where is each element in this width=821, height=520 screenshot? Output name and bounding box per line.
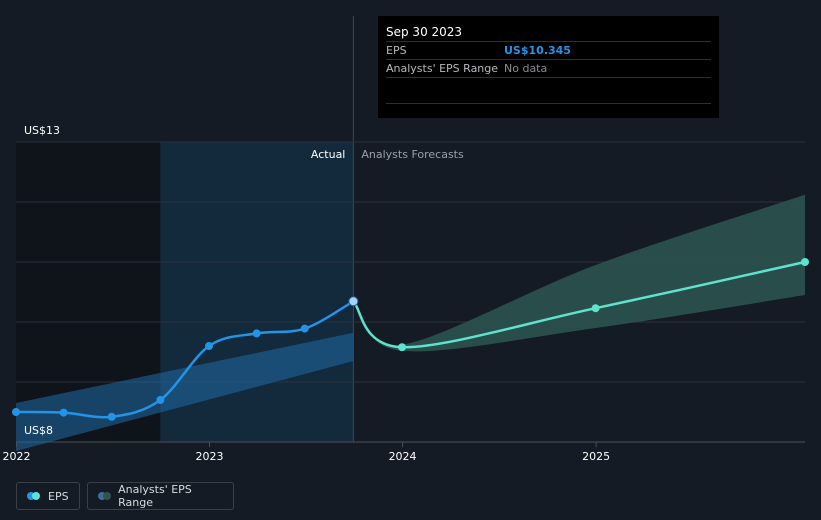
tooltip-range-row: Analysts' EPS Range No data bbox=[386, 59, 711, 77]
legend-range-label: Analysts' EPS Range bbox=[118, 483, 192, 509]
eps-point bbox=[205, 342, 214, 350]
tooltip-range-label: Analysts' EPS Range bbox=[386, 62, 499, 75]
x-tick-label: 2024 bbox=[389, 450, 417, 463]
eps-point bbox=[156, 396, 165, 404]
forecast-point bbox=[591, 304, 600, 313]
tooltip-range-value: No data bbox=[504, 62, 548, 75]
eps-point bbox=[107, 412, 116, 421]
actual-label: Actual bbox=[311, 148, 345, 161]
forecast-label: Analysts Forecasts bbox=[361, 148, 464, 161]
text-layer: 2022 2023 2024 2025 US$13 US$8 Actual Analysts … bbox=[3, 124, 611, 463]
band-layer bbox=[16, 194, 805, 451]
tooltip-eps-label: EPS bbox=[386, 44, 407, 57]
hover-tooltip: Sep 30 2023 EPS US$10.345 Analysts' EPS … bbox=[378, 16, 719, 118]
legend-range[interactable]: Analysts' EPS Range bbox=[87, 482, 234, 510]
forecast-range-band bbox=[353, 194, 805, 352]
forecast-point bbox=[398, 343, 407, 352]
eps-point bbox=[59, 408, 68, 417]
range-legend-swatch bbox=[98, 492, 111, 500]
eps-point bbox=[300, 324, 309, 333]
forecast-line bbox=[352, 260, 806, 349]
eps-point bbox=[12, 408, 20, 416]
eps-line bbox=[15, 300, 355, 419]
line-layer bbox=[15, 260, 806, 419]
x-tick-label: 2022 bbox=[3, 450, 31, 463]
x-tick-label: 2025 bbox=[582, 450, 610, 463]
tooltip-divider bbox=[386, 103, 711, 104]
eps-point bbox=[252, 329, 261, 338]
tooltip-date: Sep 30 2023 bbox=[386, 25, 463, 39]
legend-eps[interactable]: EPS bbox=[16, 482, 80, 510]
past-range-band bbox=[16, 332, 354, 451]
eps-point bbox=[348, 296, 359, 307]
eps-legend-swatch bbox=[27, 492, 41, 500]
tooltip-eps-row: EPS US$10.345 bbox=[386, 41, 711, 59]
y-tick-label: US$13 bbox=[24, 124, 60, 137]
tooltip-eps-value: US$10.345 bbox=[504, 44, 571, 57]
forecast-point bbox=[801, 258, 809, 266]
x-tick-label: 2023 bbox=[196, 450, 224, 463]
y-tick-label: US$8 bbox=[24, 424, 53, 437]
point-layer bbox=[12, 258, 809, 421]
tooltip-spacer bbox=[386, 77, 711, 103]
legend-eps-label: EPS bbox=[48, 489, 69, 503]
